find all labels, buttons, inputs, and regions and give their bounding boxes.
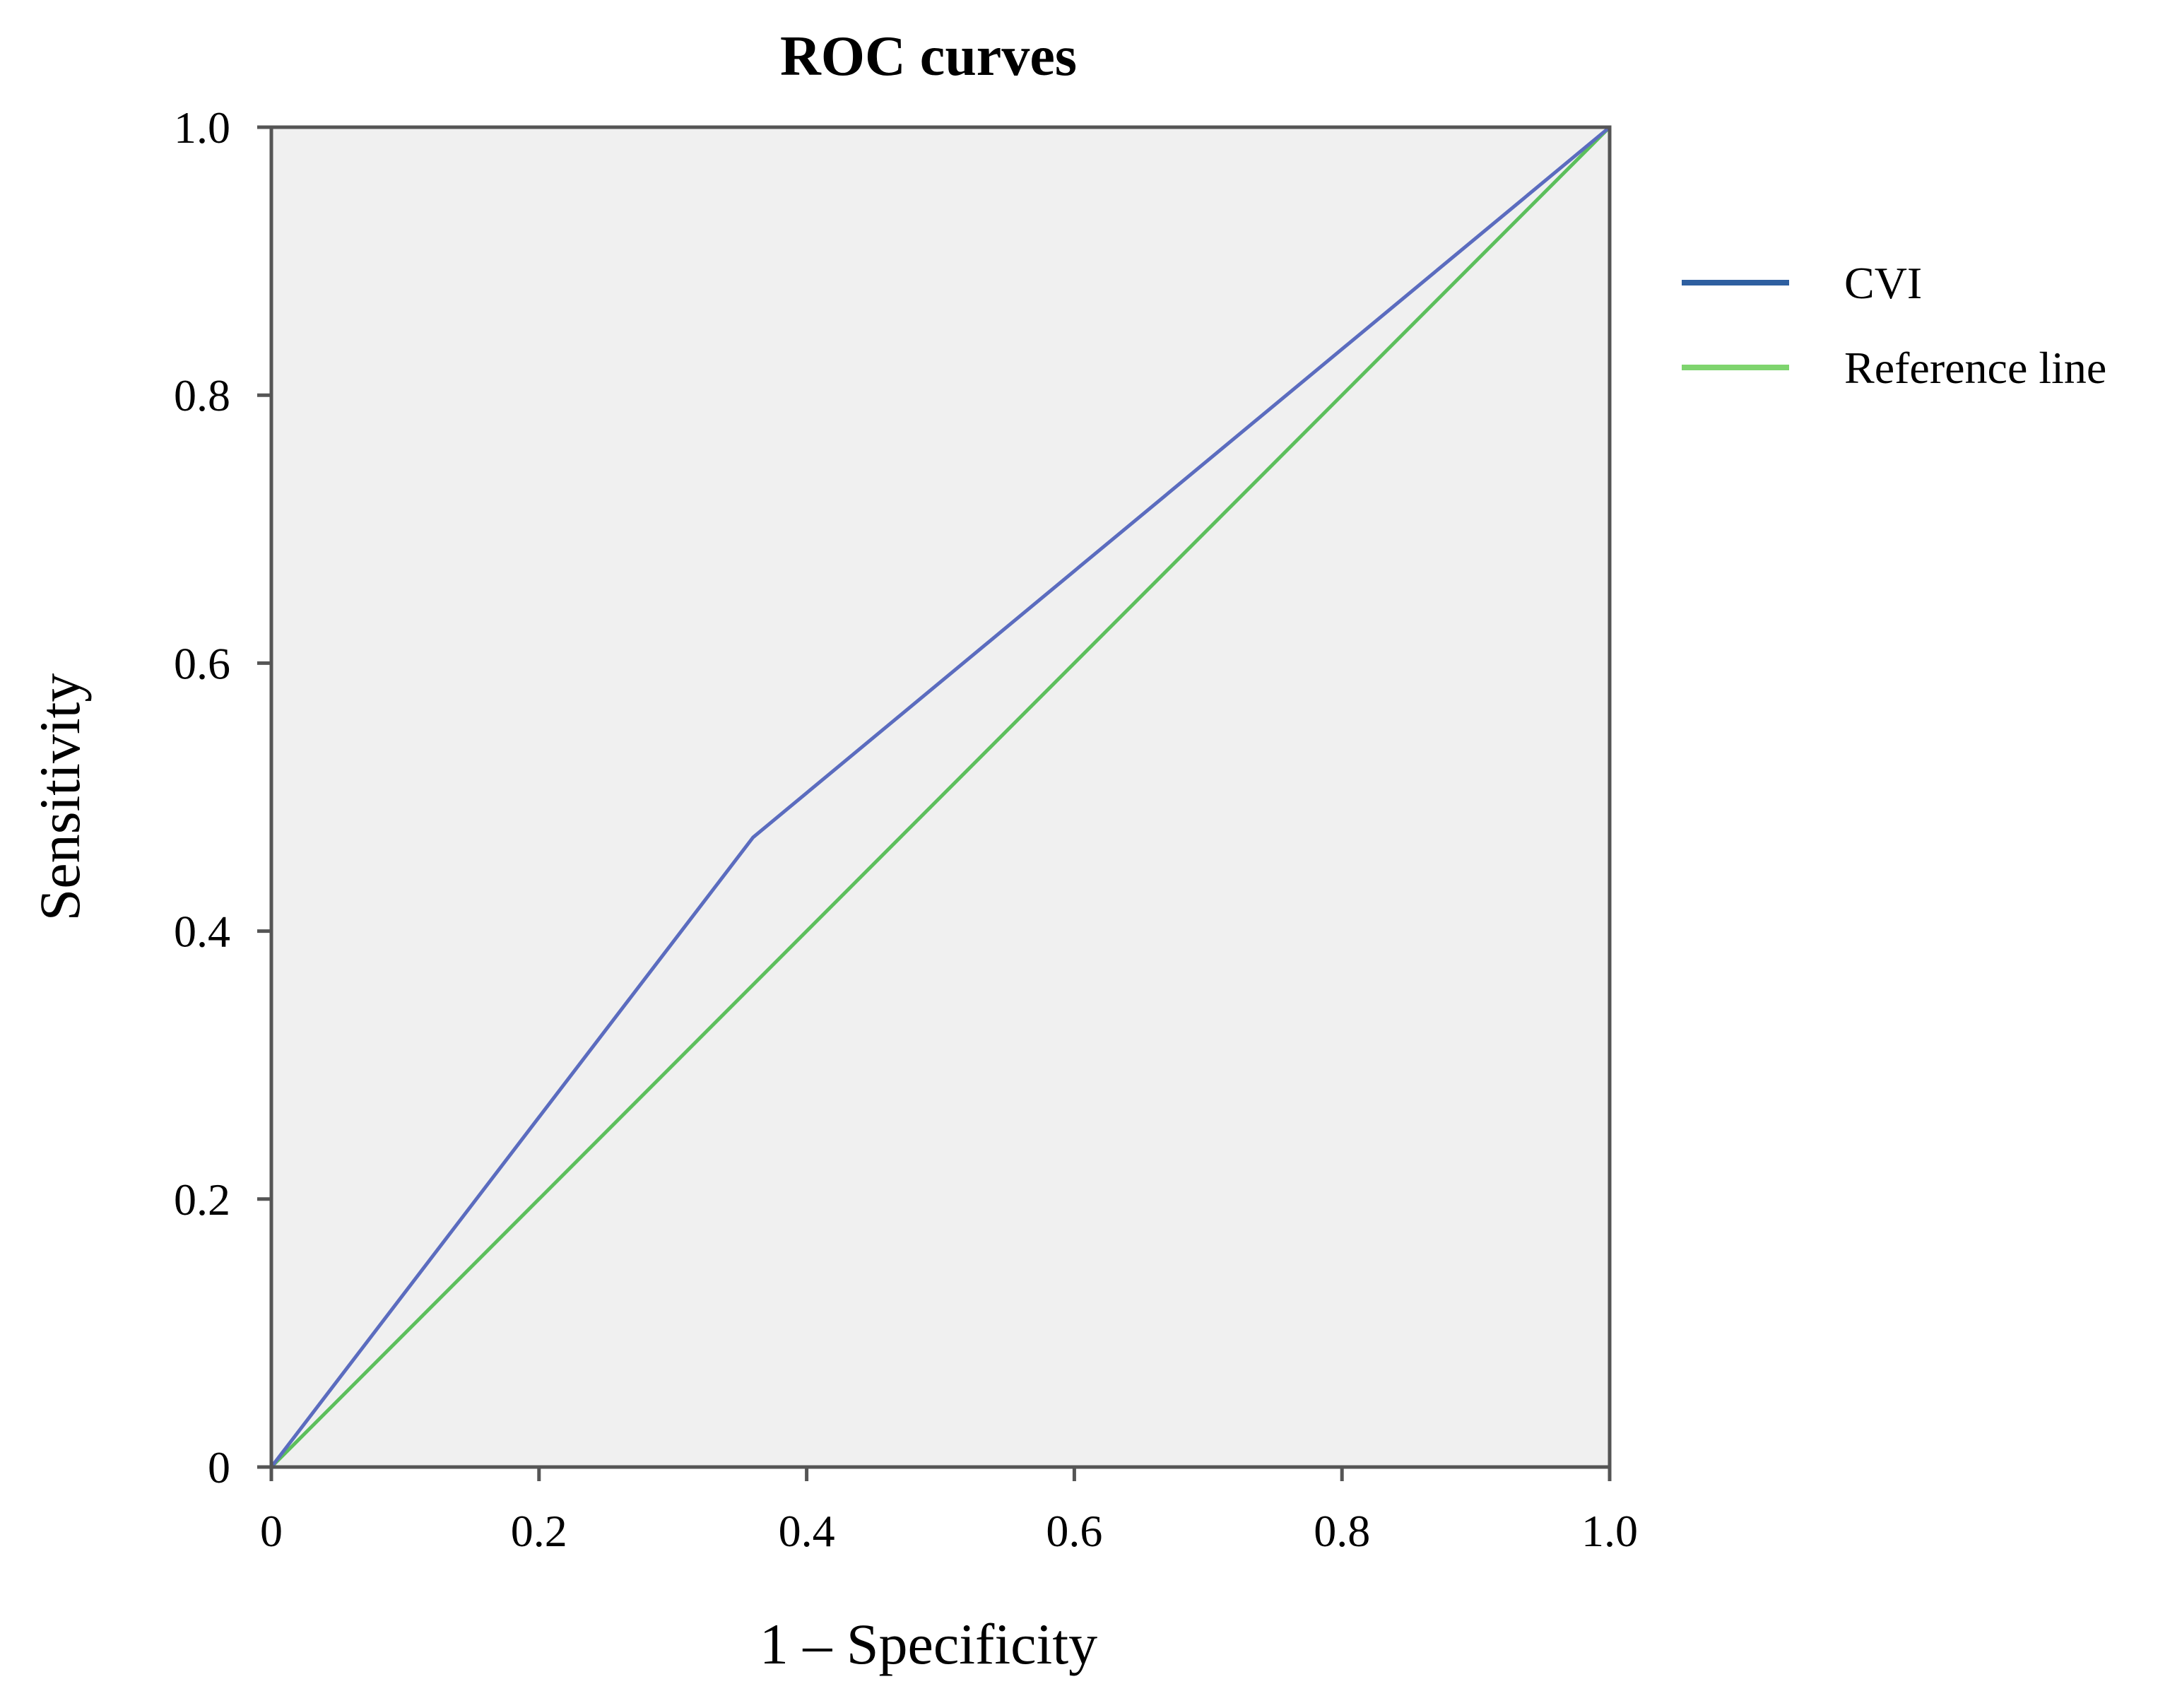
y-axis-label: Sensitivity — [28, 673, 92, 921]
x-tick-label: 0 — [260, 1506, 283, 1556]
y-axis: 0 0.2 0.4 0.6 0.8 1.0 — [174, 102, 271, 1492]
y-tick-label: 0.8 — [174, 370, 230, 420]
series-line-reference-line — [270, 126, 1611, 1468]
x-tick-label: 0.8 — [1314, 1506, 1370, 1556]
y-tick-label: 0.6 — [174, 638, 230, 688]
plot-frame — [269, 125, 1612, 1469]
x-axis-label: 1 – Specificity — [760, 1612, 1097, 1676]
y-tick-label: 0.2 — [174, 1174, 230, 1225]
series-line-cvi — [270, 126, 1611, 1468]
legend-label-reference-line: Reference line — [1844, 343, 2106, 393]
x-tick-label: 0.6 — [1046, 1506, 1102, 1556]
x-tick-label: 0.2 — [511, 1506, 567, 1556]
series-layer — [270, 126, 1611, 1468]
x-tick-label: 1.0 — [1581, 1506, 1638, 1556]
x-axis: 0 0.2 0.4 0.6 0.8 1.0 — [260, 1467, 1638, 1556]
y-tick-label: 0.4 — [174, 907, 230, 957]
legend-label-cvi: CVI — [1844, 258, 1922, 308]
y-tick-label: 0 — [208, 1442, 230, 1492]
x-tick-label: 0.4 — [779, 1506, 835, 1556]
legend: CVI Reference line — [1682, 258, 2106, 393]
chart-title: ROC curves — [780, 25, 1077, 88]
y-tick-label: 1.0 — [174, 102, 230, 153]
